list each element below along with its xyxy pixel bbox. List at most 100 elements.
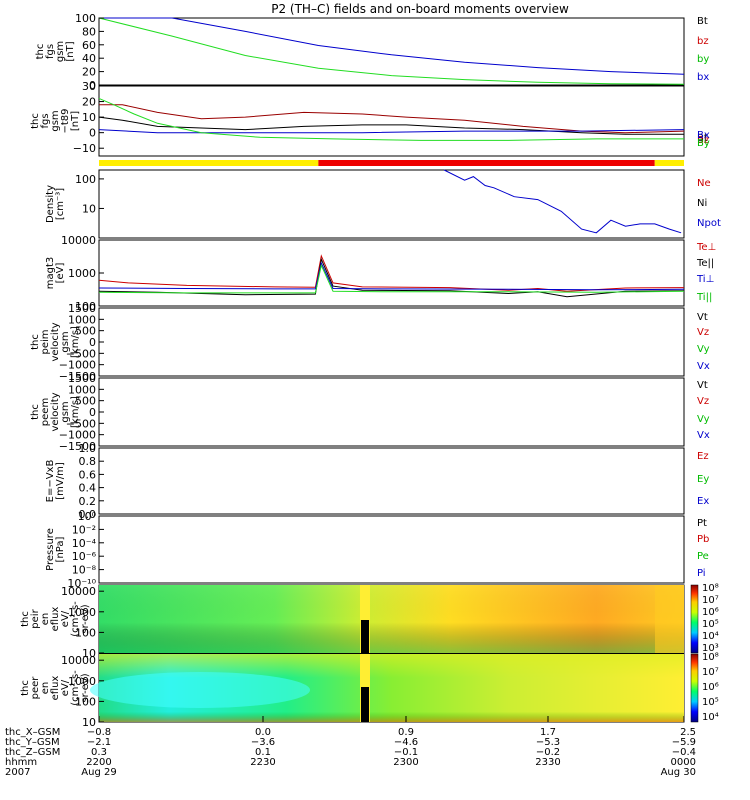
legend-entry: Ex xyxy=(697,496,709,507)
legend-entry: bx xyxy=(697,72,709,83)
y-axis-label: [eV] xyxy=(55,263,66,284)
x-row-value: −5.3 xyxy=(536,737,560,748)
y-tick-label: 100 xyxy=(75,695,96,708)
y-tick-label: 1500 xyxy=(68,302,96,315)
y-axis-label: peir xyxy=(30,608,41,628)
legend-entry: Vz xyxy=(697,396,709,407)
y-axis-label: en xyxy=(40,613,51,626)
series-line-fgs xyxy=(99,17,685,75)
x-row-value: 2230 xyxy=(250,757,275,768)
y-tick-label: 60 xyxy=(82,39,96,52)
colorbar-tick-label: 10⁴ xyxy=(702,712,719,723)
y-tick-label: 10000 xyxy=(61,654,96,667)
y-axis-label: gsm xyxy=(60,401,71,422)
legend-entry: Vy xyxy=(697,414,710,425)
y-tick-label: 0 xyxy=(89,406,96,419)
x-row-value: −2.1 xyxy=(87,737,111,748)
y-axis-label: velocity xyxy=(50,322,61,361)
ylabels-layer: thc fgs gsm [nT]thc fgs gsm −t89 [nT]Density [cm… xyxy=(20,41,91,706)
y-axis-label: (cm²-s- xyxy=(70,670,81,706)
y-tick-label: 10⁻² xyxy=(72,523,96,536)
y-tick-label: 0.6 xyxy=(79,468,97,481)
legend-entry: Bt xyxy=(697,16,708,27)
peer-spectrogram xyxy=(90,654,684,722)
x-row-value: −0.4 xyxy=(672,747,696,758)
y-tick-label: 0 xyxy=(89,336,96,349)
y-tick-label: 1.0 xyxy=(79,442,97,455)
legend-entry: Pe xyxy=(697,551,709,562)
colorbar-tick-label: 10⁵ xyxy=(702,697,719,708)
x-row-value: 2300 xyxy=(393,757,418,768)
panel-frame-temperature xyxy=(98,239,685,307)
x-row-value: Aug 29 xyxy=(81,767,116,778)
y-tick-label: 10⁰ xyxy=(78,510,97,523)
colorbar-tick-label: 10⁷ xyxy=(702,595,719,606)
legend-entry: By xyxy=(697,138,710,149)
legend-entry: Ez xyxy=(697,451,709,462)
y-axis-label: thc xyxy=(30,404,41,420)
y-axis-label: thc xyxy=(20,680,31,696)
x-row-value: 2.5 xyxy=(680,727,696,738)
y-tick-label: 20 xyxy=(82,96,96,109)
legend-entry: Te⊥ xyxy=(696,242,716,253)
panel-frame-peim-velocity xyxy=(98,307,685,377)
y-tick-label: −1500 xyxy=(59,440,96,453)
y-tick-label: 1000 xyxy=(68,267,96,280)
x-row-label: 2007 xyxy=(5,767,30,778)
y-tick-label: 1000 xyxy=(68,606,96,619)
x-row-value: 0000 xyxy=(671,757,696,768)
legend-layer: BtbzbybxBtBzBxByNeNiNpotTe⊥Te||Ti⊥Ti||Vt… xyxy=(696,16,721,579)
y-tick-label: 10 xyxy=(82,647,96,660)
peir-colorbar xyxy=(690,584,699,654)
y-tick-label: −500 xyxy=(66,347,96,360)
y-axis-label: eV/ xyxy=(60,679,71,696)
colorbar-tick-label: 10⁸ xyxy=(702,583,719,594)
y-axis-label: sr-eV) xyxy=(80,604,91,633)
x-row-value: 1.7 xyxy=(540,727,556,738)
y-tick-label: 100 xyxy=(75,12,96,25)
legend-entry: Vy xyxy=(697,344,710,355)
series-line-fgs-t89 xyxy=(98,116,684,135)
legend-entry: Ni xyxy=(697,198,707,209)
y-axis-label: magt3 xyxy=(45,257,56,290)
y-tick-label: 10 xyxy=(82,716,96,729)
legend-entry: Ne xyxy=(697,178,711,189)
y-tick-label: 10 xyxy=(82,202,96,215)
chart-title: P2 (TH–C) fields and on-board moments ov… xyxy=(271,2,569,16)
x-row-value: 2330 xyxy=(535,757,560,768)
legend-entry: Ti⊥ xyxy=(696,274,714,285)
y-tick-label: 10⁻⁴ xyxy=(72,537,97,550)
y-tick-label: 1000 xyxy=(68,675,96,688)
x-row-label: thc_Z–GSM xyxy=(5,747,60,758)
y-tick-label: 0.4 xyxy=(79,482,97,495)
y-axis-label: peer xyxy=(30,676,41,700)
colorbar-tick-label: 10⁷ xyxy=(702,667,719,678)
y-tick-label: 100 xyxy=(75,300,96,313)
y-tick-label: 10000 xyxy=(61,585,96,598)
legend-entry: by xyxy=(697,54,709,65)
y-tick-label: 100 xyxy=(75,626,96,639)
x-row-value: −0.2 xyxy=(536,747,560,758)
panel-frame-peem-velocity xyxy=(98,377,685,447)
panel-frame-fgs xyxy=(98,17,685,86)
x-row-value: −0.1 xyxy=(394,747,418,758)
y-axis-label: eV/ xyxy=(60,610,71,627)
y-tick-label: 0.0 xyxy=(79,508,97,521)
y-axis-label: thc xyxy=(20,611,31,627)
colorbar-tick-label: 10⁵ xyxy=(702,619,719,630)
y-tick-label: 0 xyxy=(89,79,96,92)
y-tick-label: −500 xyxy=(66,417,96,430)
series-line-temperature xyxy=(98,254,685,292)
y-axis-label: −t89 xyxy=(60,108,71,133)
y-axis-label: peem xyxy=(40,398,51,426)
legend-entry: Vz xyxy=(697,327,709,338)
y-axis-label: velocity xyxy=(50,392,61,431)
y-axis-label: thc xyxy=(35,44,46,60)
y-tick-label: −1000 xyxy=(59,429,96,442)
y-axis-label: gsm xyxy=(55,41,66,62)
series-line-fgs-t89 xyxy=(98,129,685,134)
colorbar-tick-label: 10⁸ xyxy=(702,652,719,663)
colorbar-tick-label: 10⁶ xyxy=(702,607,719,618)
x-row-value: 0.0 xyxy=(255,727,271,738)
legend-entry: Bz xyxy=(697,135,709,146)
